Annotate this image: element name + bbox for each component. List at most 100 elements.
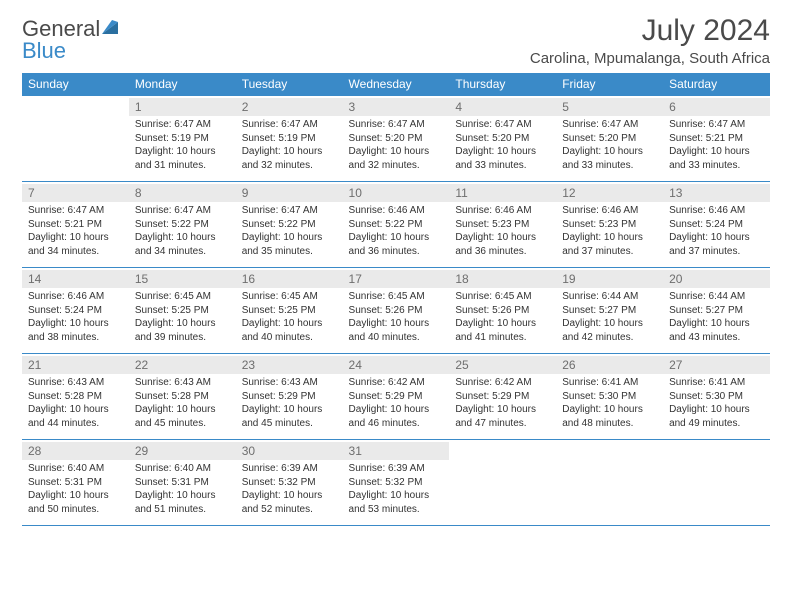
weekday-header: Tuesday — [236, 73, 343, 96]
sunrise-line: Sunrise: 6:46 AM — [349, 204, 444, 218]
day-number: 8 — [129, 184, 236, 202]
sunrise-line: Sunrise: 6:42 AM — [455, 376, 550, 390]
daylight-line-2: and 40 minutes. — [349, 331, 444, 345]
day-number: 26 — [556, 356, 663, 374]
calendar-day-cell: 7Sunrise: 6:47 AMSunset: 5:21 PMDaylight… — [22, 182, 129, 268]
day-number: 22 — [129, 356, 236, 374]
daylight-line-2: and 32 minutes. — [349, 159, 444, 173]
sunset-line: Sunset: 5:32 PM — [349, 476, 444, 490]
day-number: 28 — [22, 442, 129, 460]
sunrise-line: Sunrise: 6:47 AM — [455, 118, 550, 132]
calendar-day-cell: 11Sunrise: 6:46 AMSunset: 5:23 PMDayligh… — [449, 182, 556, 268]
sunset-line: Sunset: 5:24 PM — [28, 304, 123, 318]
calendar-day-cell: 28Sunrise: 6:40 AMSunset: 5:31 PMDayligh… — [22, 440, 129, 526]
title-block: July 2024 Carolina, Mpumalanga, South Af… — [530, 14, 770, 67]
calendar-day-cell: 10Sunrise: 6:46 AMSunset: 5:22 PMDayligh… — [343, 182, 450, 268]
daylight-line-1: Daylight: 10 hours — [242, 403, 337, 417]
daylight-line-2: and 37 minutes. — [562, 245, 657, 259]
sunrise-line: Sunrise: 6:43 AM — [28, 376, 123, 390]
calendar-day-cell: 17Sunrise: 6:45 AMSunset: 5:26 PMDayligh… — [343, 268, 450, 354]
sunrise-line: Sunrise: 6:46 AM — [669, 204, 764, 218]
daylight-line-1: Daylight: 10 hours — [242, 489, 337, 503]
sunset-line: Sunset: 5:26 PM — [349, 304, 444, 318]
sunrise-line: Sunrise: 6:47 AM — [135, 204, 230, 218]
calendar-day-cell: 16Sunrise: 6:45 AMSunset: 5:25 PMDayligh… — [236, 268, 343, 354]
sunset-line: Sunset: 5:19 PM — [242, 132, 337, 146]
sunrise-line: Sunrise: 6:47 AM — [28, 204, 123, 218]
sunrise-line: Sunrise: 6:47 AM — [669, 118, 764, 132]
header: GeneralBlue July 2024 Carolina, Mpumalan… — [22, 14, 770, 67]
calendar-header-row: SundayMondayTuesdayWednesdayThursdayFrid… — [22, 73, 770, 96]
daylight-line-1: Daylight: 10 hours — [135, 489, 230, 503]
sunset-line: Sunset: 5:23 PM — [455, 218, 550, 232]
sunset-line: Sunset: 5:23 PM — [562, 218, 657, 232]
sunrise-line: Sunrise: 6:39 AM — [242, 462, 337, 476]
day-number: 27 — [663, 356, 770, 374]
day-number: 9 — [236, 184, 343, 202]
day-number: 23 — [236, 356, 343, 374]
day-number: 21 — [22, 356, 129, 374]
day-number: 12 — [556, 184, 663, 202]
daylight-line-2: and 47 minutes. — [455, 417, 550, 431]
daylight-line-1: Daylight: 10 hours — [349, 231, 444, 245]
weekday-header: Thursday — [449, 73, 556, 96]
day-number: 11 — [449, 184, 556, 202]
calendar-day-cell: 6Sunrise: 6:47 AMSunset: 5:21 PMDaylight… — [663, 96, 770, 182]
daylight-line-2: and 33 minutes. — [455, 159, 550, 173]
sunset-line: Sunset: 5:22 PM — [135, 218, 230, 232]
month-title: July 2024 — [530, 14, 770, 48]
daylight-line-2: and 48 minutes. — [562, 417, 657, 431]
daylight-line-2: and 46 minutes. — [349, 417, 444, 431]
calendar-day-cell: 15Sunrise: 6:45 AMSunset: 5:25 PMDayligh… — [129, 268, 236, 354]
calendar-week-row: 28Sunrise: 6:40 AMSunset: 5:31 PMDayligh… — [22, 440, 770, 526]
daylight-line-1: Daylight: 10 hours — [349, 489, 444, 503]
calendar-day-cell: 14Sunrise: 6:46 AMSunset: 5:24 PMDayligh… — [22, 268, 129, 354]
day-number: 4 — [449, 98, 556, 116]
day-number: 16 — [236, 270, 343, 288]
daylight-line-1: Daylight: 10 hours — [669, 317, 764, 331]
daylight-line-2: and 34 minutes. — [28, 245, 123, 259]
daylight-line-2: and 45 minutes. — [242, 417, 337, 431]
sunset-line: Sunset: 5:31 PM — [28, 476, 123, 490]
daylight-line-1: Daylight: 10 hours — [562, 145, 657, 159]
daylight-line-2: and 37 minutes. — [669, 245, 764, 259]
sunrise-line: Sunrise: 6:46 AM — [28, 290, 123, 304]
day-number: 18 — [449, 270, 556, 288]
day-number: 30 — [236, 442, 343, 460]
daylight-line-1: Daylight: 10 hours — [349, 145, 444, 159]
sunrise-line: Sunrise: 6:41 AM — [669, 376, 764, 390]
sunset-line: Sunset: 5:30 PM — [669, 390, 764, 404]
sunrise-line: Sunrise: 6:45 AM — [242, 290, 337, 304]
day-number: 19 — [556, 270, 663, 288]
sunset-line: Sunset: 5:29 PM — [455, 390, 550, 404]
daylight-line-1: Daylight: 10 hours — [349, 403, 444, 417]
daylight-line-1: Daylight: 10 hours — [135, 403, 230, 417]
sunset-line: Sunset: 5:32 PM — [242, 476, 337, 490]
calendar-day-cell: 2Sunrise: 6:47 AMSunset: 5:19 PMDaylight… — [236, 96, 343, 182]
sunset-line: Sunset: 5:22 PM — [349, 218, 444, 232]
daylight-line-2: and 39 minutes. — [135, 331, 230, 345]
day-number: 17 — [343, 270, 450, 288]
calendar-day-cell: 29Sunrise: 6:40 AMSunset: 5:31 PMDayligh… — [129, 440, 236, 526]
sunrise-line: Sunrise: 6:44 AM — [669, 290, 764, 304]
daylight-line-2: and 43 minutes. — [669, 331, 764, 345]
day-number: 6 — [663, 98, 770, 116]
sunrise-line: Sunrise: 6:47 AM — [562, 118, 657, 132]
logo-mark-icon — [102, 18, 122, 40]
day-number: 15 — [129, 270, 236, 288]
calendar-day-cell: 30 Sunrise: 6:39 AMSunset: 5:32 PMDayligh… — [236, 440, 343, 526]
daylight-line-2: and 36 minutes. — [455, 245, 550, 259]
calendar-day-cell — [663, 440, 770, 526]
sunset-line: Sunset: 5:21 PM — [669, 132, 764, 146]
daylight-line-1: Daylight: 10 hours — [242, 231, 337, 245]
sunset-line: Sunset: 5:31 PM — [135, 476, 230, 490]
sunrise-line: Sunrise: 6:41 AM — [562, 376, 657, 390]
calendar-week-row: 1Sunrise: 6:47 AMSunset: 5:19 PMDaylight… — [22, 96, 770, 182]
calendar-day-cell — [22, 96, 129, 182]
calendar-day-cell: 18Sunrise: 6:45 AMSunset: 5:26 PMDayligh… — [449, 268, 556, 354]
daylight-line-1: Daylight: 10 hours — [669, 403, 764, 417]
calendar-week-row: 7Sunrise: 6:47 AMSunset: 5:21 PMDaylight… — [22, 182, 770, 268]
daylight-line-2: and 50 minutes. — [28, 503, 123, 517]
sunrise-line: Sunrise: 6:46 AM — [562, 204, 657, 218]
sunset-line: Sunset: 5:30 PM — [562, 390, 657, 404]
